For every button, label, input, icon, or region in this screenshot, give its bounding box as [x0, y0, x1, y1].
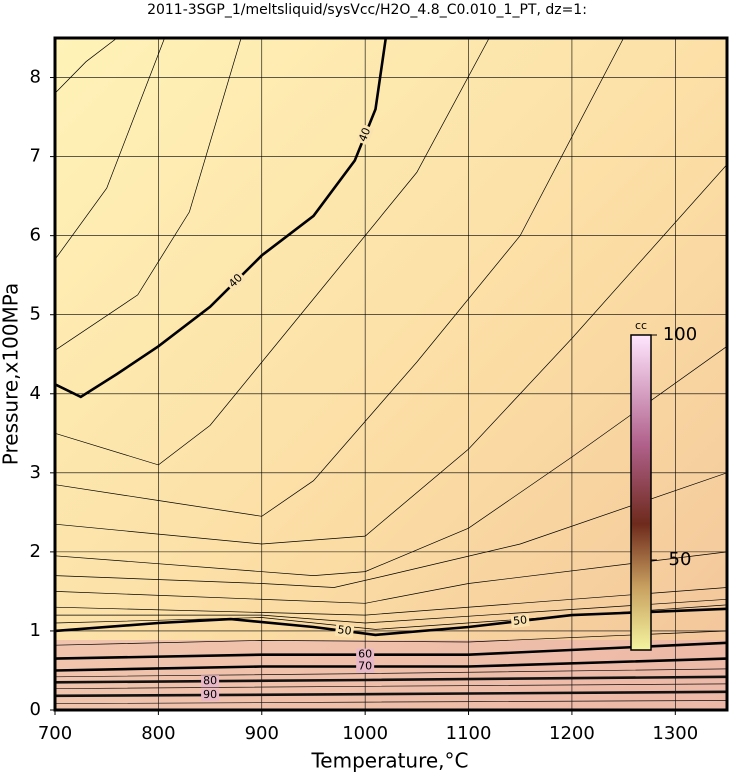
y-axis-label: Pressure,x100MPa: [0, 283, 23, 465]
x-tick-label: 800: [141, 723, 175, 744]
pink-region: [55, 640, 727, 710]
x-tick-label: 700: [38, 723, 72, 744]
contour: [55, 38, 165, 260]
x-tick-label: 1100: [446, 723, 492, 744]
contour-label-bg: [356, 660, 375, 673]
y-tick-label: 0: [30, 699, 41, 720]
contour-label: 70: [358, 660, 372, 673]
axes: 700 800 900 1000 1100 1200 1300 0 1 2 3 4 5 6 7 8: [30, 67, 699, 744]
contour: [55, 587, 727, 616]
contour-label-bg: [201, 675, 220, 688]
x-tick-label: 1200: [549, 723, 595, 744]
y-tick-label: 7: [30, 146, 41, 167]
grid: [54, 38, 727, 711]
contour-label-bg: [356, 124, 375, 146]
contour: [55, 346, 727, 576]
contour-label: 40: [356, 126, 373, 144]
colorbar-ramp: [630, 334, 652, 651]
major-contour: [55, 675, 727, 684]
contour: [55, 38, 242, 351]
contour-label-bg: [510, 614, 530, 629]
contour: [55, 683, 727, 690]
y-tick-label: 6: [30, 225, 41, 246]
contour-label: 80: [203, 674, 217, 687]
y-tick-label: 1: [30, 620, 41, 641]
contour-label-bg: [225, 270, 247, 292]
y-tick-label: 8: [30, 67, 41, 88]
chart-title: 2011-3SGP_1/meltsliquid/sysVcc/H2O_4.8_C…: [147, 2, 587, 18]
contour-label-bg: [201, 688, 220, 702]
contour: [55, 551, 727, 604]
contour: [55, 38, 624, 517]
colorbar-tick-label: 50: [669, 549, 692, 570]
y-tick-label: 5: [30, 304, 41, 325]
y-tick-label: 3: [30, 462, 41, 483]
y-tick-label: 2: [30, 541, 41, 562]
x-tick-label: 1000: [342, 723, 388, 744]
colorbar-label: cc: [635, 319, 647, 332]
contour-label: 60: [358, 648, 372, 661]
plot-background: [55, 38, 727, 710]
x-axis-label: Temperature,°C: [310, 749, 468, 773]
contour: [55, 38, 118, 94]
x-tick-label: 900: [245, 723, 279, 744]
x-tick-label: 1300: [652, 723, 698, 744]
contour-label: 50: [337, 623, 353, 638]
colorbar: cc 50 100: [630, 319, 697, 651]
contour: [55, 164, 727, 545]
contour: [55, 668, 727, 678]
major-contour: [55, 690, 727, 698]
contour: [55, 38, 490, 466]
contour: [55, 700, 727, 705]
contour-label: 90: [203, 688, 217, 701]
contour: [55, 630, 727, 646]
frame: [53, 36, 729, 712]
contour-label-bg: [334, 623, 355, 639]
contour: [55, 472, 727, 588]
y-tick-label: 4: [30, 383, 41, 404]
colorbar-tick-label: 100: [663, 324, 697, 345]
contour-label: 50: [512, 613, 527, 628]
contour-label-bg: [356, 648, 375, 661]
contour: [55, 598, 727, 624]
